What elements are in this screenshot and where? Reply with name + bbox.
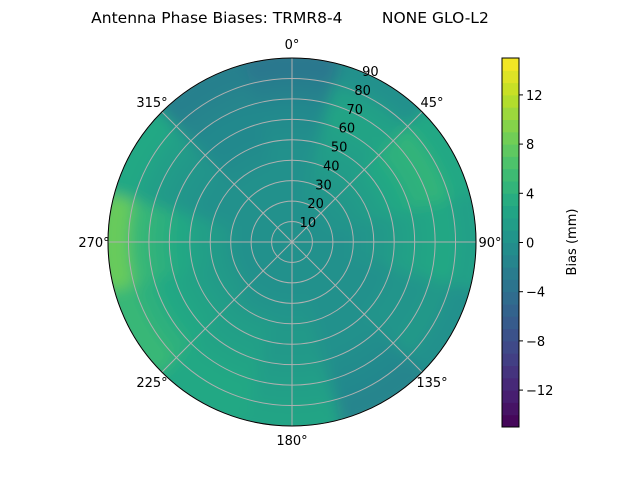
- colorbar-band: [502, 94, 519, 108]
- colorbar-band: [502, 156, 519, 170]
- radial-tick-label: 20: [307, 197, 324, 212]
- colorbar-band: [502, 242, 519, 256]
- colorbar-band: [502, 402, 519, 416]
- angle-tick-label: 270°: [78, 236, 109, 251]
- colorbar-band: [502, 131, 519, 145]
- colorbar-band: [502, 254, 519, 268]
- angle-tick-label: 135°: [416, 376, 447, 391]
- colorbar-band: [502, 365, 519, 379]
- colorbar-tick-label: 4: [526, 187, 534, 202]
- colorbar-band: [502, 328, 519, 342]
- colorbar-band: [502, 70, 519, 84]
- colorbar-band: [502, 205, 519, 219]
- angle-tick-label: 90°: [478, 236, 501, 251]
- angle-tick-label: 225°: [136, 376, 167, 391]
- colorbar-band: [502, 193, 519, 207]
- radial-tick-label: 40: [323, 159, 340, 174]
- colorbar-band: [502, 119, 519, 133]
- angular-gridline: [161, 241, 293, 373]
- colorbar-band: [502, 181, 519, 194]
- angular-gridline: [291, 241, 423, 373]
- colorbar-band: [502, 82, 519, 96]
- radial-tick-label: 70: [346, 103, 363, 118]
- colorbar-tick-label: −12: [526, 384, 553, 399]
- angular-gridline: [291, 111, 423, 243]
- colorbar-tick-label: 8: [526, 138, 534, 153]
- radial-tick-label: 30: [315, 178, 332, 193]
- angle-tick-label: 45°: [420, 96, 443, 111]
- radial-tick-label: 60: [339, 122, 356, 137]
- colorbar-band: [502, 414, 519, 428]
- colorbar-label: Bias (mm): [565, 209, 580, 276]
- angle-tick-label: 0°: [285, 38, 300, 53]
- radial-tick-label: 50: [331, 141, 348, 156]
- colorbar-band: [502, 58, 519, 71]
- chart-title: Antenna Phase Biases: TRMR8-4 NONE GLO-L…: [91, 9, 489, 27]
- colorbar-band: [502, 144, 519, 157]
- colorbar-band: [502, 340, 519, 354]
- colorbar-tick-label: −4: [526, 286, 545, 301]
- polar-frame: [107, 57, 477, 427]
- colorbar-tick-label: −8: [526, 335, 545, 350]
- polar-grid: [107, 57, 477, 427]
- colorbar-band: [502, 390, 519, 403]
- colorbar-band: [502, 168, 519, 182]
- colorbar-band: [502, 316, 519, 330]
- colorbar-band: [502, 353, 519, 366]
- angle-tick-label: 180°: [276, 434, 307, 449]
- colorbar-band: [502, 107, 519, 120]
- radial-tick-label: 10: [300, 216, 317, 231]
- colorbar-band: [502, 291, 519, 305]
- colorbar: −12 −8 −4 0 4 8 12: [501, 57, 553, 428]
- radial-tick-label: 90: [362, 65, 379, 80]
- colorbar-band: [502, 304, 519, 317]
- colorbar-tick-label: 0: [526, 237, 534, 252]
- colorbar-band: [502, 279, 519, 293]
- colorbar-band: [502, 217, 519, 231]
- angular-gridline: [161, 111, 293, 243]
- angle-tick-label: 315°: [136, 96, 167, 111]
- colorbar-tick-label: 12: [526, 89, 543, 104]
- radial-tick-label: 80: [354, 84, 371, 99]
- colorbar-band: [502, 267, 519, 280]
- colorbar-band: [502, 377, 519, 391]
- colorbar-band: [502, 230, 519, 243]
